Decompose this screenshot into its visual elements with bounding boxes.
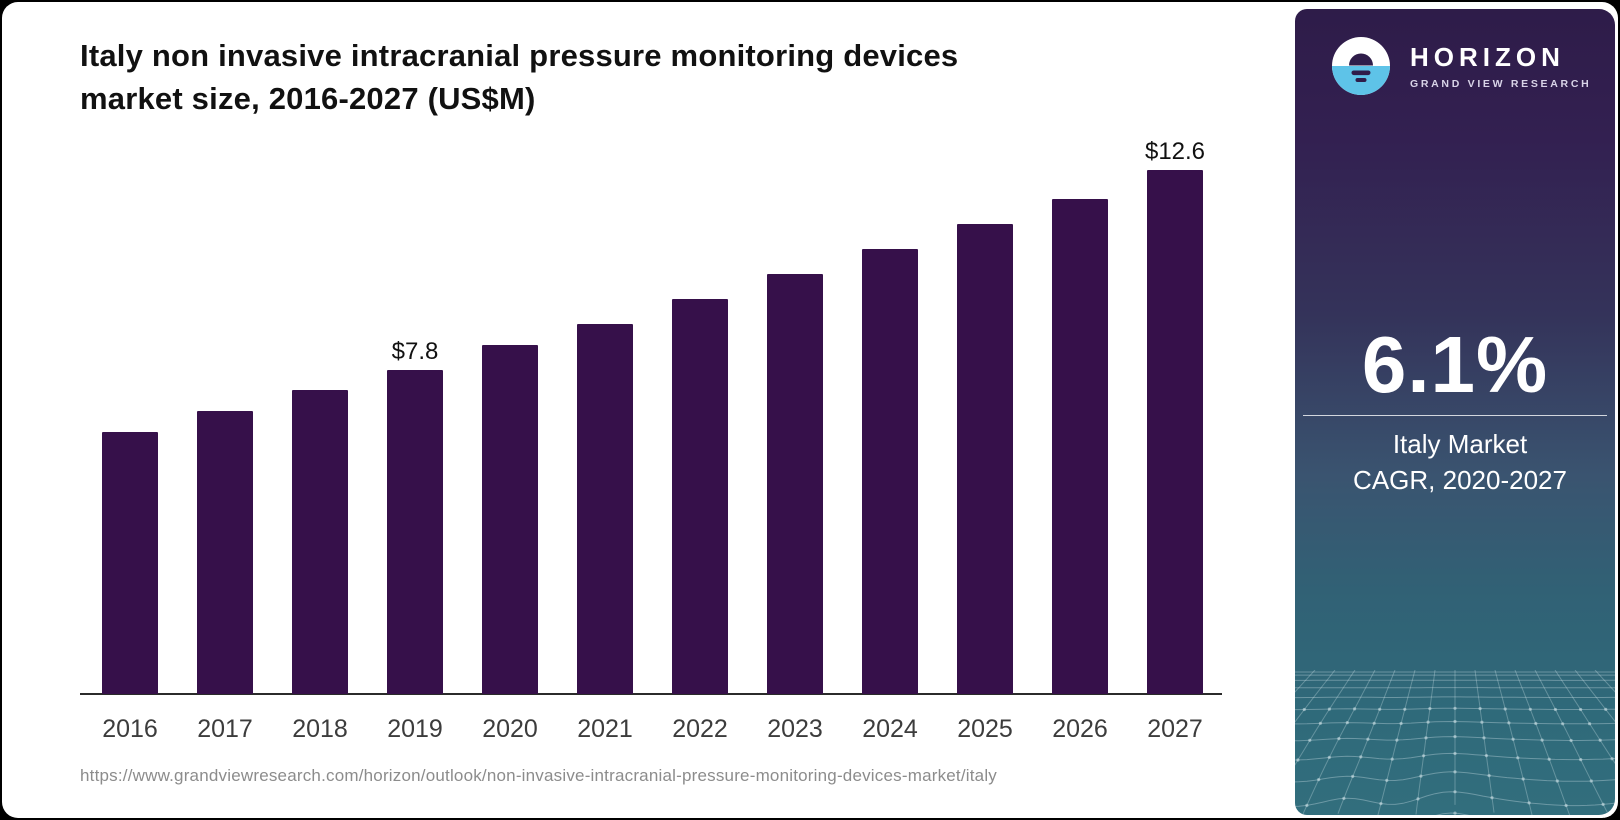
chart-title-line2: market size, 2016-2027 (US$M): [80, 81, 536, 116]
x-tick-2022: 2022: [672, 715, 728, 743]
bar-2027: [1147, 170, 1203, 694]
bar-2018: [292, 390, 348, 694]
brand-text: HORIZON GRAND VIEW RESEARCH: [1410, 42, 1591, 90]
bar-chart: 2016 2017 2018 2019 $7.8 2020 2021 2022 2023 2024…: [80, 132, 1222, 743]
chart-title: Italy non invasive intracranial pressure…: [80, 34, 1140, 120]
sidebar-panel: HORIZON GRAND VIEW RESEARCH 6.1% Italy M…: [1295, 9, 1615, 815]
x-tick-2020: 2020: [482, 715, 538, 743]
x-tick-2019: 2019: [387, 715, 443, 743]
bar-2026: [1052, 199, 1108, 694]
bar-2021: [577, 324, 633, 694]
cagr-label: Italy Market CAGR, 2020-2027: [1295, 426, 1615, 498]
bar-2017: [197, 411, 253, 694]
x-tick-2027: 2027: [1147, 715, 1203, 743]
brand-name: HORIZON: [1410, 42, 1565, 72]
source-url: https://www.grandviewresearch.com/horizo…: [80, 766, 998, 785]
cropped-bottom-pattern: [92, 815, 1614, 818]
brand-logo: HORIZON GRAND VIEW RESEARCH: [1332, 37, 1591, 95]
stat-divider: [1303, 415, 1607, 416]
chart-title-line1: Italy non invasive intracranial pressure…: [80, 38, 959, 73]
x-tick-2024: 2024: [862, 715, 918, 743]
cagr-value: 6.1%: [1361, 320, 1549, 409]
bar-2024: [862, 249, 918, 694]
bar-2025: [957, 224, 1013, 694]
x-tick-2016: 2016: [102, 715, 158, 743]
x-tick-2018: 2018: [292, 715, 348, 743]
bar-2022: [672, 299, 728, 694]
horizon-sun-circle-icon: [1332, 37, 1390, 95]
x-tick-2021: 2021: [577, 715, 633, 743]
cagr-label-line2: CAGR, 2020-2027: [1353, 465, 1567, 495]
x-axis-line: [80, 693, 1222, 695]
value-label-2019: $7.8: [391, 338, 439, 365]
x-tick-2025: 2025: [957, 715, 1013, 743]
x-tick-2026: 2026: [1052, 715, 1108, 743]
bar-2020: [482, 345, 538, 694]
cagr-label-line1: Italy Market: [1392, 429, 1528, 459]
horizon-mesh-pattern: [1295, 670, 1615, 815]
bar-2016: [102, 432, 158, 694]
x-tick-2023: 2023: [767, 715, 823, 743]
value-label-2027: $12.6: [1144, 138, 1206, 165]
bar-2019: [387, 370, 443, 694]
bar-2023: [767, 274, 823, 694]
x-tick-2017: 2017: [197, 715, 253, 743]
brand-subtitle: GRAND VIEW RESEARCH: [1410, 78, 1592, 90]
